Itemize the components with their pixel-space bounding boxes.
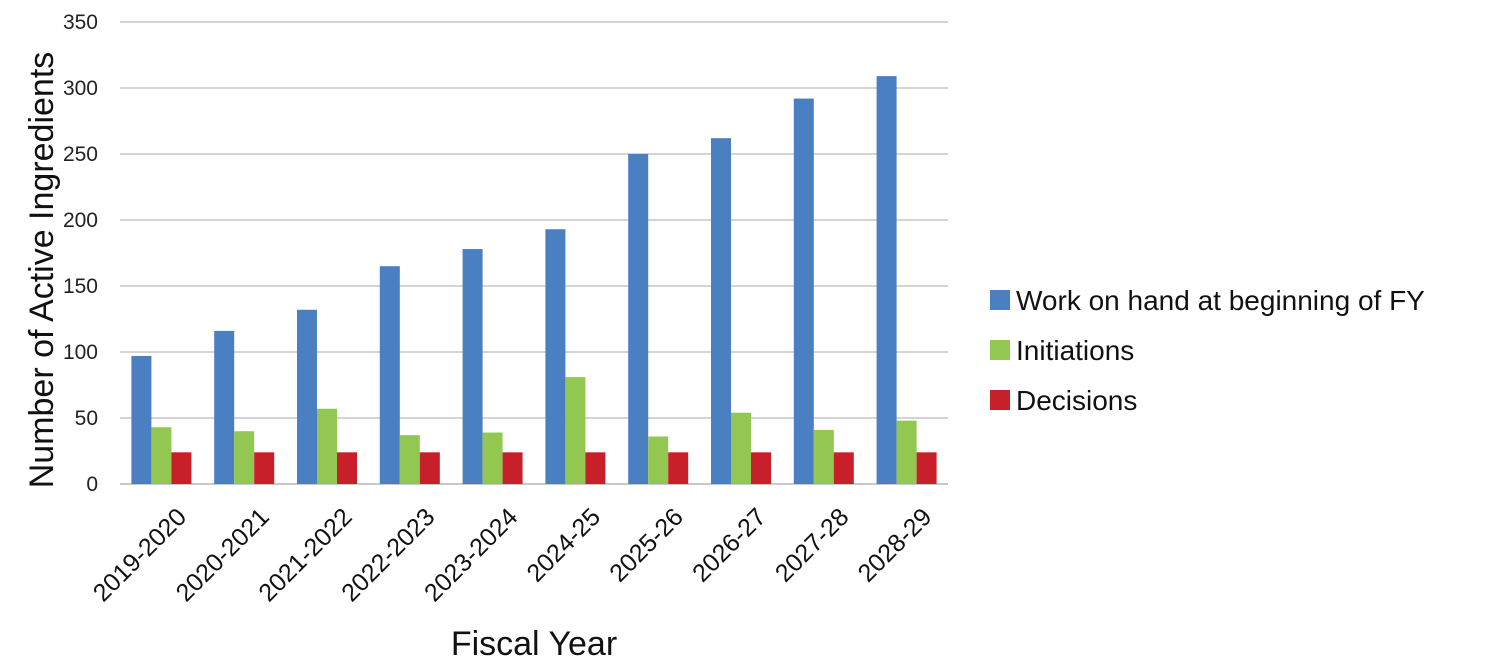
y-tick-label: 200 (63, 209, 98, 232)
y-tick-label: 250 (63, 143, 98, 166)
bar-decisions-2026-27 (751, 452, 771, 484)
bar-work-on-hand-at-beginning-of-fy-2028-29 (876, 76, 897, 485)
y-tick-label: 300 (63, 77, 98, 100)
y-tick-label: 150 (63, 275, 98, 298)
bar-initiations-2021-2022 (317, 408, 337, 484)
x-tick-label: 2025-26 (604, 503, 689, 588)
bar-decisions-2023-2024 (502, 452, 523, 484)
y-axis-title: Number of Active Ingredients (23, 52, 61, 489)
bar-initiations-2023-2024 (482, 432, 503, 484)
bar-work-on-hand-at-beginning-of-fy-2023-2024 (462, 249, 483, 484)
bar-initiations-2019-2020 (151, 427, 172, 484)
y-axis-ticks: 0 50 100 150 200 250 300 350 (63, 11, 98, 496)
bar-work-on-hand-at-beginning-of-fy-2026-27 (711, 138, 731, 484)
x-tick-label: 2028-29 (853, 503, 938, 588)
y-tick-label: 100 (63, 341, 98, 364)
legend: Work on hand at beginning of FY Initiatio… (990, 285, 1425, 416)
bar-decisions-2027-28 (833, 452, 854, 484)
x-axis-title: Fiscal Year (451, 625, 617, 663)
bar-initiations-2027-28 (813, 429, 834, 484)
legend-label: Decisions (1016, 385, 1137, 416)
bar-work-on-hand-at-beginning-of-fy-2025-26 (628, 154, 649, 484)
bar-initiations-2025-26 (648, 436, 669, 484)
x-tick-label: 2024-25 (521, 503, 606, 588)
bar-decisions-2028-29 (916, 452, 937, 484)
bar-work-on-hand-at-beginning-of-fy-2020-2021 (214, 330, 235, 484)
bar-initiations-2024-25 (565, 377, 586, 484)
bar-decisions-2019-2020 (171, 452, 192, 484)
legend-label: Initiations (1016, 335, 1134, 366)
legend-swatch (990, 290, 1010, 310)
bar-initiations-2026-27 (731, 412, 751, 484)
bar-decisions-2025-26 (668, 452, 689, 484)
bar-decisions-2021-2022 (337, 452, 357, 484)
bar-work-on-hand-at-beginning-of-fy-2022-2023 (379, 266, 400, 484)
bar-initiations-2028-29 (896, 420, 917, 484)
bar-initiations-2022-2023 (399, 435, 420, 484)
x-tick-label: 2027-28 (770, 503, 855, 588)
bars (131, 76, 937, 485)
x-tick-label: 2026-27 (687, 503, 772, 588)
gridlines (120, 21, 948, 485)
bar-work-on-hand-at-beginning-of-fy-2024-25 (545, 229, 566, 484)
legend-label: Work on hand at beginning of FY (1016, 285, 1425, 316)
x-axis-ticks: 2019-20202020-20212021-20222022-20232023… (88, 503, 938, 607)
bar-work-on-hand-at-beginning-of-fy-2027-28 (793, 98, 814, 484)
bar-decisions-2020-2021 (254, 452, 275, 484)
bar-work-on-hand-at-beginning-of-fy-2019-2020 (131, 355, 152, 484)
bar-decisions-2022-2023 (419, 452, 440, 484)
y-tick-label: 350 (63, 11, 98, 34)
legend-swatch (990, 390, 1010, 410)
y-tick-label: 0 (86, 473, 98, 496)
y-tick-label: 50 (75, 407, 98, 430)
bar-work-on-hand-at-beginning-of-fy-2021-2022 (297, 309, 317, 484)
bar-decisions-2024-25 (585, 452, 606, 484)
legend-swatch (990, 340, 1010, 360)
bar-initiations-2020-2021 (234, 431, 255, 484)
